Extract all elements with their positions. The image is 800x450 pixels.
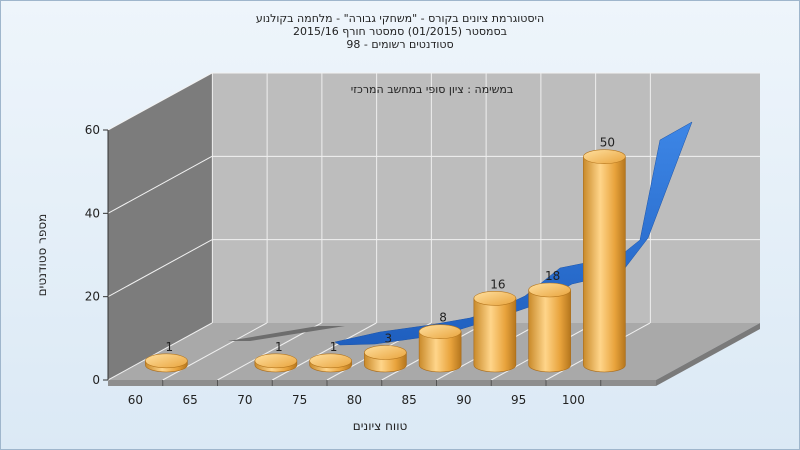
bar-series [145,149,626,373]
bar [309,353,352,373]
bar-value-label: 1 [166,340,174,354]
bar-value-label: 3 [385,332,393,346]
chart-title-line-3: סטודנטים רשומים - 98 [346,38,454,51]
bar-value-label: 18 [545,269,560,283]
left-wall [108,73,212,380]
x-tick-label: 65 [182,393,197,407]
gridline-left [107,72,213,131]
bar-value-label: 16 [490,277,505,291]
y-axis: 0 20 40 60 [85,123,109,387]
bar [583,149,626,373]
bar [418,324,462,373]
chart-title-line-2: בסמסטר (01/2015) סמסטר חורף 2015/16 [293,25,507,38]
y-tick-label: 0 [92,373,100,387]
data-labels: 1 1 1 3 8 16 18 50 [166,136,615,354]
bar [528,282,571,373]
y-tick-label: 60 [85,123,100,137]
y-tick-label: 40 [85,206,100,220]
bar-value-label: 50 [600,136,615,150]
gridline-left [107,155,213,214]
bar [145,353,188,373]
chart-subtitle: במשימה : ציון סופי במחשב המרכזי [351,83,514,96]
bar [254,353,298,373]
gridline-floor [107,322,213,381]
x-axis: 60 65 70 75 80 85 90 95 100 [128,380,602,407]
x-tick-label: 90 [456,393,471,407]
bar [364,345,407,373]
x-tick-label: 75 [292,393,307,407]
x-axis-label: טווח ציונים [353,419,408,433]
y-axis-label: מספר סטודנטים [35,214,49,297]
bar [473,291,517,373]
y-tick-label: 20 [85,290,100,304]
x-tick-label: 95 [511,393,526,407]
bar-value-label: 1 [275,340,283,354]
bar-value-label: 1 [330,340,338,354]
bar-value-label: 8 [439,311,447,325]
gridline-floor [217,322,322,381]
area-series-shadow [228,326,345,341]
x-tick-label: 85 [401,393,416,407]
x-tick-label: 70 [237,393,252,407]
floor-right-edge [656,323,760,386]
chart-title-line-1: היסטוגרמת ציונים בקורס - "משחקי גבורה" -… [255,12,545,25]
gridline-left [107,239,213,298]
x-tick-label: 100 [562,393,585,407]
x-tick-label: 80 [347,393,362,407]
x-tick-label: 60 [128,393,143,407]
